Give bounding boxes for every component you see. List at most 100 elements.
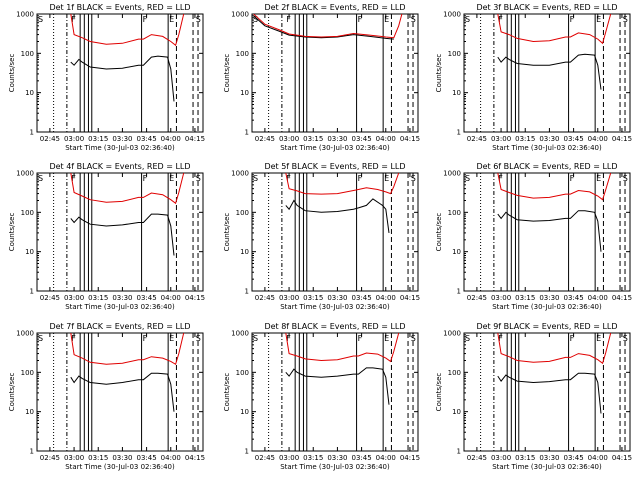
- plot-frame: [251, 332, 419, 452]
- y-tick-label: 10: [240, 89, 249, 97]
- y-tick-label: 1000: [16, 330, 34, 338]
- x-tick-label: 02:45: [40, 454, 60, 462]
- x-tick-label: 03:30: [112, 454, 132, 462]
- y-tick-label: 1000: [443, 11, 461, 19]
- event-marker-label: S: [411, 174, 416, 183]
- event-marker-label: E: [596, 15, 601, 24]
- plot-frame: [36, 332, 204, 452]
- event-marker-label: S: [623, 174, 628, 183]
- plot-frame: [36, 172, 204, 292]
- y-axis-label: Counts/sec: [435, 54, 443, 93]
- event-marker-label: F: [498, 174, 503, 183]
- y-axis-label: Counts/sec: [8, 373, 16, 412]
- x-axis-label: Start Time (30-Jul-03 02:36:40): [492, 144, 602, 152]
- y-tick-label: 1: [30, 129, 34, 137]
- x-tick-label: 04:00: [161, 454, 181, 462]
- x-tick-label: 03:15: [88, 135, 108, 143]
- y-axis-label: Counts/sec: [435, 373, 443, 412]
- event-marker-label: S: [253, 174, 258, 183]
- x-tick-label: 04:15: [400, 294, 420, 302]
- event-marker-label: F: [286, 174, 291, 183]
- event-marker-label: F: [286, 334, 291, 343]
- x-tick-label: 03:15: [515, 135, 535, 143]
- chart-panel-1: Det 1f BLACK = Events, RED = LLD 1 10 100 10…: [8, 3, 205, 152]
- event-marker-label: S: [465, 334, 470, 343]
- x-tick-label: 03:45: [136, 294, 156, 302]
- event-marker-label: S: [623, 334, 628, 343]
- x-axis-label: Start Time (30-Jul-03 02:36:40): [65, 303, 175, 311]
- y-tick-label: 100: [448, 369, 461, 377]
- event-marker-label: S: [196, 334, 201, 343]
- x-tick-label: 03:15: [515, 454, 535, 462]
- series-line-events: [497, 210, 602, 252]
- event-marker-label: E: [169, 15, 174, 24]
- x-tick-label: 02:45: [40, 294, 60, 302]
- event-marker-label: S: [411, 15, 416, 24]
- y-tick-label: 10: [240, 408, 249, 416]
- series-line-lld: [70, 14, 185, 47]
- x-axis-label: Start Time (30-Jul-03 02:36:40): [65, 144, 175, 152]
- chart-panel-4: Det 4f BLACK = Events, RED = LLD 1 10 100 10…: [8, 162, 205, 311]
- plot-frame: [463, 332, 631, 452]
- x-tick-label: 03:45: [136, 454, 156, 462]
- event-marker-label: S: [465, 15, 470, 24]
- event-marker-label: F: [71, 334, 76, 343]
- series-line-events: [285, 367, 390, 405]
- y-tick-label: 100: [448, 209, 461, 217]
- y-tick-label: 1: [30, 288, 34, 296]
- event-marker-label: E: [384, 174, 389, 183]
- event-marker-label: F: [498, 334, 503, 343]
- x-tick-label: 03:45: [351, 135, 371, 143]
- x-tick-label: 04:00: [161, 294, 181, 302]
- x-tick-label: 03:15: [303, 454, 323, 462]
- y-axis-label: Counts/sec: [8, 213, 16, 252]
- event-marker-label: F: [143, 174, 148, 183]
- x-tick-label: 03:45: [136, 135, 156, 143]
- chart-panel-9: Det 9f BLACK = Events, RED = LLD 1 10 100 10…: [435, 322, 632, 471]
- x-axis-label: Start Time (30-Jul-03 02:36:40): [65, 463, 175, 471]
- series-line-lld: [285, 333, 400, 363]
- x-tick-label: 02:45: [40, 135, 60, 143]
- x-tick-label: 04:00: [588, 135, 608, 143]
- plot-frame: [251, 13, 419, 133]
- event-marker-label: S: [253, 334, 258, 343]
- event-marker-label: F: [143, 15, 148, 24]
- plot-frame: [463, 172, 631, 292]
- x-tick-label: 03:45: [351, 454, 371, 462]
- y-tick-label: 1000: [443, 170, 461, 178]
- y-tick-label: 1: [457, 288, 461, 296]
- x-tick-label: 04:15: [185, 294, 205, 302]
- event-marker-label: E: [384, 15, 389, 24]
- x-tick-label: 03:30: [327, 454, 347, 462]
- x-tick-label: 03:45: [563, 294, 583, 302]
- x-tick-label: 03:00: [279, 294, 299, 302]
- y-tick-label: 100: [448, 50, 461, 58]
- chart-panel-8: Det 8f BLACK = Events, RED = LLD 1 10 100 10…: [223, 322, 420, 471]
- x-tick-label: 03:00: [279, 454, 299, 462]
- plot-frame: [251, 172, 419, 292]
- x-tick-label: 04:00: [376, 454, 396, 462]
- y-tick-label: 1000: [443, 330, 461, 338]
- x-tick-label: 03:00: [491, 454, 511, 462]
- series-line-lld: [285, 173, 400, 195]
- x-tick-label: 02:45: [467, 454, 487, 462]
- x-axis-label: Start Time (30-Jul-03 02:36:40): [280, 144, 390, 152]
- series-line-lld: [70, 333, 185, 366]
- chart-title: Det 7f BLACK = Events, RED = LLD: [49, 322, 190, 331]
- x-tick-label: 04:15: [185, 135, 205, 143]
- chart-title: Det 1f BLACK = Events, RED = LLD: [49, 3, 190, 12]
- x-tick-label: 02:45: [467, 135, 487, 143]
- series-line-events: [70, 213, 175, 256]
- y-tick-label: 10: [452, 89, 461, 97]
- chart-title: Det 4f BLACK = Events, RED = LLD: [49, 162, 190, 171]
- x-tick-label: 03:00: [64, 454, 84, 462]
- x-tick-label: 03:45: [351, 294, 371, 302]
- event-marker-label: S: [623, 15, 628, 24]
- y-tick-label: 1000: [231, 330, 249, 338]
- x-tick-label: 03:00: [491, 135, 511, 143]
- x-tick-label: 04:15: [185, 454, 205, 462]
- x-tick-label: 03:15: [515, 294, 535, 302]
- event-marker-label: F: [570, 334, 575, 343]
- event-marker-label: E: [169, 174, 174, 183]
- x-tick-label: 02:45: [255, 294, 275, 302]
